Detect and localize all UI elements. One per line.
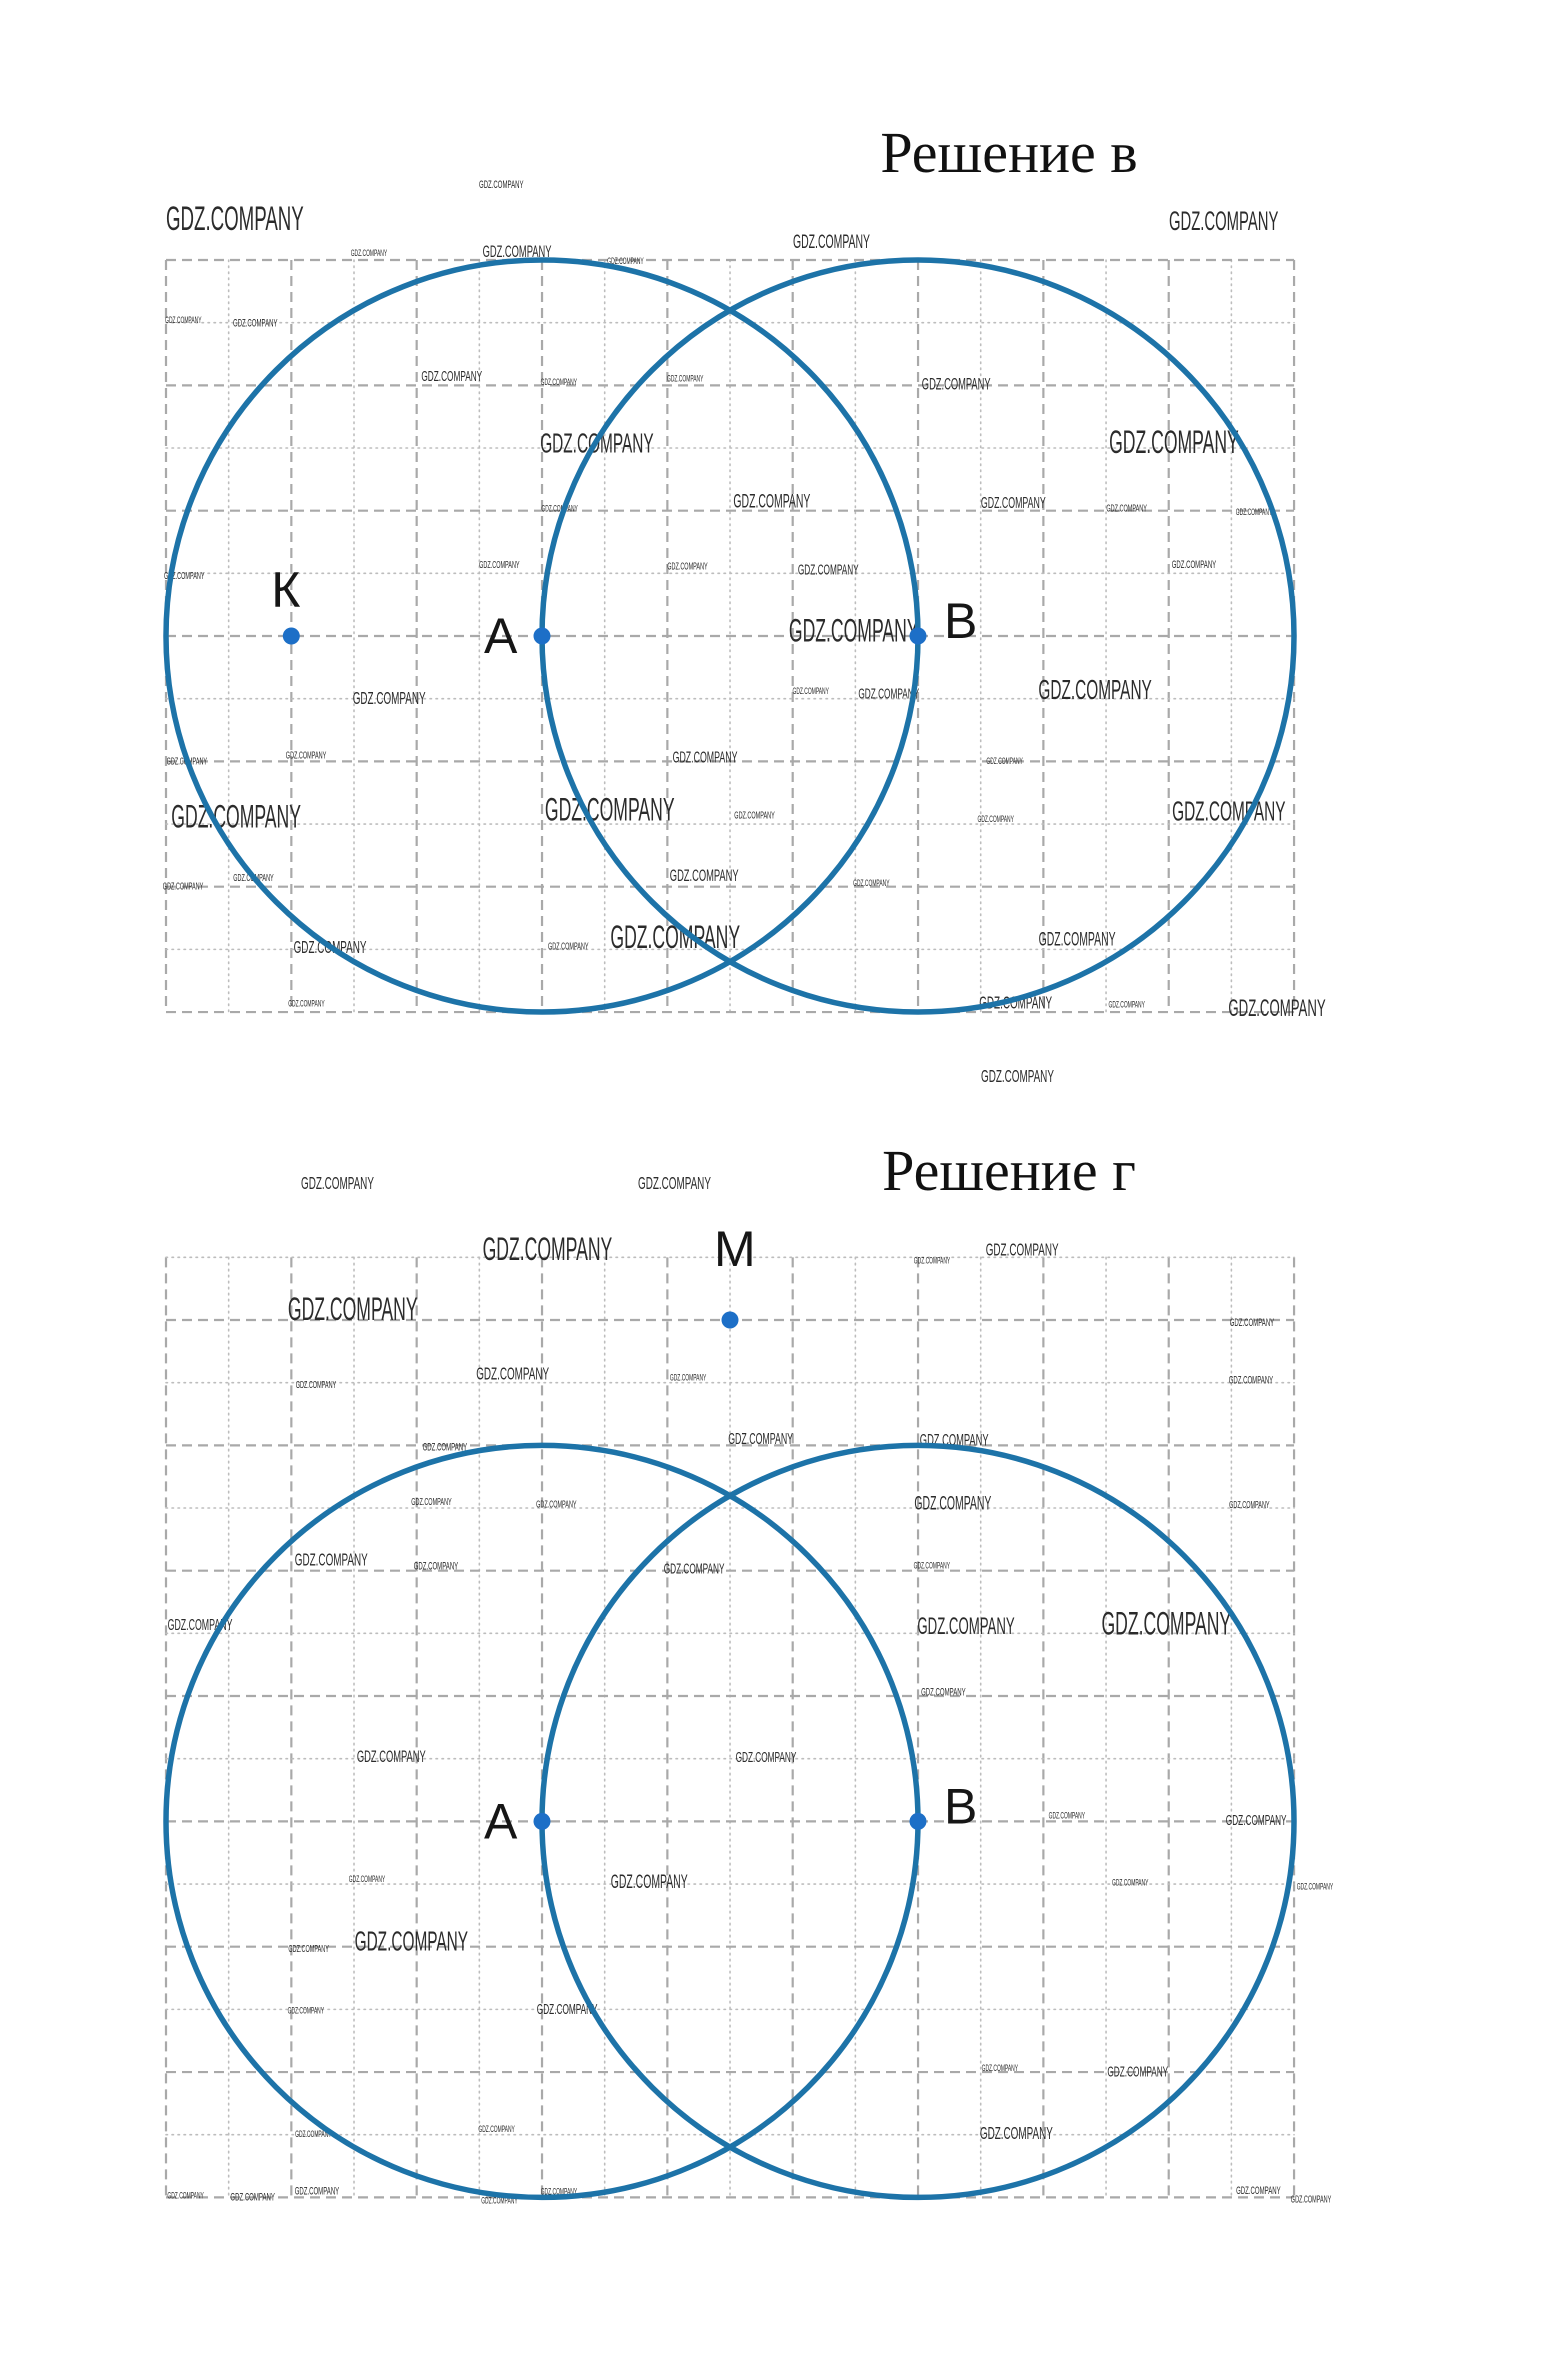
svg-text:GDZ.COMPANY: GDZ.COMPANY — [1172, 558, 1217, 570]
svg-text:GDZ.COMPANY: GDZ.COMPANY — [541, 377, 578, 388]
svg-text:GDZ.COMPANY: GDZ.COMPANY — [670, 866, 739, 885]
svg-text:GDZ.COMPANY: GDZ.COMPANY — [483, 1233, 613, 1268]
svg-text:A: A — [484, 608, 518, 664]
svg-text:GDZ.COMPANY: GDZ.COMPANY — [667, 561, 708, 572]
svg-text:GDZ.COMPANY: GDZ.COMPANY — [295, 2185, 340, 2197]
svg-text:GDZ.COMPANY: GDZ.COMPANY — [986, 1241, 1059, 1261]
svg-text:GDZ.COMPANY: GDZ.COMPANY — [793, 686, 830, 697]
svg-text:GDZ.COMPANY: GDZ.COMPANY — [1229, 1374, 1274, 1386]
svg-text:GDZ.COMPANY: GDZ.COMPANY — [921, 1685, 966, 1697]
svg-text:GDZ.COMPANY: GDZ.COMPANY — [349, 1873, 386, 1884]
svg-text:GDZ.COMPANY: GDZ.COMPANY — [982, 2062, 1019, 2073]
svg-text:GDZ.COMPANY: GDZ.COMPANY — [230, 2190, 275, 2202]
svg-text:GDZ.COMPANY: GDZ.COMPANY — [980, 2124, 1053, 2144]
svg-text:GDZ.COMPANY: GDZ.COMPANY — [922, 374, 991, 393]
svg-text:GDZ.COMPANY: GDZ.COMPANY — [667, 373, 704, 384]
svg-text:GDZ.COMPANY: GDZ.COMPANY — [479, 559, 520, 570]
svg-text:GDZ.COMPANY: GDZ.COMPANY — [411, 1496, 452, 1507]
svg-text:GDZ.COMPANY: GDZ.COMPANY — [423, 1440, 468, 1452]
svg-text:Решение г: Решение г — [882, 1138, 1136, 1203]
svg-text:GDZ.COMPANY: GDZ.COMPANY — [1236, 506, 1273, 517]
svg-text:GDZ.COMPANY: GDZ.COMPANY — [288, 1943, 329, 1954]
svg-text:GDZ.COMPANY: GDZ.COMPANY — [233, 317, 278, 329]
svg-text:GDZ.COMPANY: GDZ.COMPANY — [1102, 1607, 1232, 1642]
svg-text:B: B — [944, 593, 977, 649]
svg-text:GDZ.COMPANY: GDZ.COMPANY — [167, 2190, 204, 2201]
svg-text:GDZ.COMPANY: GDZ.COMPANY — [479, 178, 524, 190]
svg-text:GDZ.COMPANY: GDZ.COMPANY — [541, 503, 578, 514]
svg-text:GDZ.COMPANY: GDZ.COMPANY — [853, 877, 890, 888]
svg-text:GDZ.COMPANY: GDZ.COMPANY — [478, 2123, 515, 2134]
svg-text:A: A — [484, 1793, 518, 1849]
svg-text:GDZ.COMPANY: GDZ.COMPANY — [163, 881, 204, 892]
svg-text:GDZ.COMPANY: GDZ.COMPANY — [288, 2005, 325, 2016]
svg-text:GDZ.COMPANY: GDZ.COMPANY — [914, 1493, 991, 1514]
svg-text:GDZ.COMPANY: GDZ.COMPANY — [670, 1372, 707, 1383]
svg-text:GDZ.COMPANY: GDZ.COMPANY — [736, 1748, 797, 1765]
svg-text:GDZ.COMPANY: GDZ.COMPANY — [1107, 2063, 1168, 2080]
svg-text:GDZ.COMPANY: GDZ.COMPANY — [1169, 205, 1279, 236]
svg-text:GDZ.COMPANY: GDZ.COMPANY — [545, 793, 675, 828]
svg-text:GDZ.COMPANY: GDZ.COMPANY — [355, 1926, 468, 1957]
svg-text:GDZ.COMPANY: GDZ.COMPANY — [1039, 929, 1116, 950]
svg-text:GDZ.COMPANY: GDZ.COMPANY — [476, 1365, 549, 1385]
svg-text:GDZ.COMPANY: GDZ.COMPANY — [536, 1499, 577, 1510]
svg-text:GDZ.COMPANY: GDZ.COMPANY — [288, 998, 325, 1009]
svg-text:GDZ.COMPANY: GDZ.COMPANY — [1109, 999, 1146, 1010]
svg-text:GDZ.COMPANY: GDZ.COMPANY — [288, 1293, 418, 1328]
svg-text:GDZ.COMPANY: GDZ.COMPANY — [296, 1380, 337, 1391]
svg-text:B: B — [944, 1778, 977, 1834]
svg-text:GDZ.COMPANY: GDZ.COMPANY — [301, 1174, 374, 1194]
svg-text:GDZ.COMPANY: GDZ.COMPANY — [917, 1613, 1014, 1640]
svg-text:GDZ.COMPANY: GDZ.COMPANY — [1038, 674, 1151, 705]
svg-text:GDZ.COMPANY: GDZ.COMPANY — [1112, 1877, 1149, 1888]
svg-text:М: М — [714, 1221, 756, 1277]
svg-text:GDZ.COMPANY: GDZ.COMPANY — [166, 199, 304, 237]
svg-text:К: К — [271, 562, 300, 618]
svg-text:GDZ.COMPANY: GDZ.COMPANY — [1109, 426, 1239, 461]
svg-text:GDZ.COMPANY: GDZ.COMPANY — [673, 748, 738, 767]
svg-text:GDZ.COMPANY: GDZ.COMPANY — [914, 1560, 951, 1571]
svg-text:GDZ.COMPANY: GDZ.COMPANY — [611, 1872, 688, 1893]
svg-text:GDZ.COMPANY: GDZ.COMPANY — [286, 750, 327, 761]
svg-text:GDZ.COMPANY: GDZ.COMPANY — [1229, 1500, 1270, 1511]
svg-text:GDZ.COMPANY: GDZ.COMPANY — [421, 367, 482, 384]
svg-text:GDZ.COMPANY: GDZ.COMPANY — [981, 493, 1046, 512]
svg-text:GDZ.COMPANY: GDZ.COMPANY — [295, 1550, 368, 1570]
svg-text:GDZ.COMPANY: GDZ.COMPANY — [734, 810, 775, 821]
svg-text:GDZ.COMPANY: GDZ.COMPANY — [1228, 995, 1325, 1022]
svg-text:GDZ.COMPANY: GDZ.COMPANY — [981, 1067, 1054, 1087]
svg-text:GDZ.COMPANY: GDZ.COMPANY — [1230, 1316, 1275, 1328]
svg-text:GDZ.COMPANY: GDZ.COMPANY — [664, 1560, 725, 1577]
svg-text:GDZ.COMPANY: GDZ.COMPANY — [165, 314, 202, 325]
svg-text:GDZ.COMPANY: GDZ.COMPANY — [548, 941, 589, 952]
svg-text:GDZ.COMPANY: GDZ.COMPANY — [638, 1174, 711, 1194]
svg-text:GDZ.COMPANY: GDZ.COMPANY — [1049, 1810, 1086, 1821]
svg-text:GDZ.COMPANY: GDZ.COMPANY — [357, 1747, 426, 1766]
svg-text:GDZ.COMPANY: GDZ.COMPANY — [914, 1255, 951, 1266]
svg-text:GDZ.COMPANY: GDZ.COMPANY — [793, 232, 870, 253]
svg-text:GDZ.COMPANY: GDZ.COMPANY — [171, 800, 301, 835]
svg-text:GDZ.COMPANY: GDZ.COMPANY — [1297, 1881, 1334, 1892]
svg-text:GDZ.COMPANY: GDZ.COMPANY — [1236, 2184, 1281, 2196]
svg-text:Решение в: Решение в — [880, 120, 1137, 185]
svg-text:GDZ.COMPANY: GDZ.COMPANY — [351, 247, 388, 258]
svg-text:GDZ.COMPANY: GDZ.COMPANY — [1226, 1812, 1287, 1829]
svg-text:GDZ.COMPANY: GDZ.COMPANY — [789, 614, 919, 649]
svg-text:GDZ.COMPANY: GDZ.COMPANY — [353, 689, 426, 709]
svg-text:GDZ.COMPANY: GDZ.COMPANY — [1291, 2194, 1332, 2205]
svg-text:GDZ.COMPANY: GDZ.COMPANY — [733, 491, 810, 512]
svg-text:GDZ.COMPANY: GDZ.COMPANY — [414, 1559, 459, 1571]
svg-text:GDZ.COMPANY: GDZ.COMPANY — [1172, 796, 1285, 827]
svg-text:GDZ.COMPANY: GDZ.COMPANY — [978, 813, 1015, 824]
svg-text:GDZ.COMPANY: GDZ.COMPANY — [986, 755, 1023, 766]
svg-text:GDZ.COMPANY: GDZ.COMPANY — [798, 561, 859, 578]
svg-text:GDZ.COMPANY: GDZ.COMPANY — [1106, 503, 1147, 514]
svg-text:GDZ.COMPANY: GDZ.COMPANY — [728, 1429, 793, 1448]
